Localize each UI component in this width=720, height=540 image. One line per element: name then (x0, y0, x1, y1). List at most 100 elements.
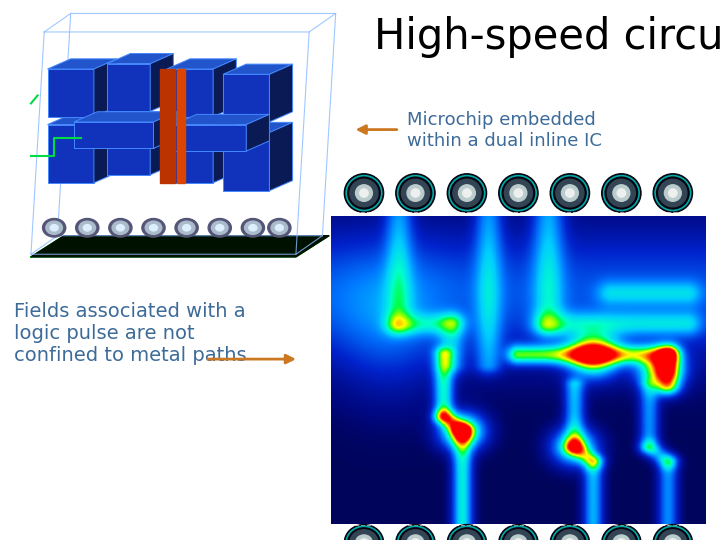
Circle shape (350, 179, 378, 207)
Circle shape (402, 530, 429, 540)
Circle shape (459, 535, 475, 540)
Circle shape (659, 530, 687, 540)
Polygon shape (269, 123, 292, 191)
Polygon shape (223, 64, 292, 75)
Circle shape (669, 539, 677, 540)
Polygon shape (48, 69, 94, 117)
Circle shape (562, 185, 578, 201)
Circle shape (608, 179, 636, 207)
Polygon shape (107, 53, 174, 64)
Circle shape (216, 225, 224, 231)
Circle shape (402, 179, 429, 207)
Text: Fields associated with a
logic pulse are not
confined to metal paths: Fields associated with a logic pulse are… (14, 302, 247, 366)
Circle shape (562, 535, 578, 540)
Circle shape (514, 539, 523, 540)
Circle shape (241, 219, 264, 237)
Circle shape (112, 221, 129, 234)
Polygon shape (48, 114, 117, 125)
Circle shape (566, 189, 574, 197)
Circle shape (550, 524, 590, 540)
Circle shape (360, 189, 368, 197)
Polygon shape (48, 125, 94, 183)
Polygon shape (107, 122, 150, 175)
Circle shape (453, 179, 481, 207)
Circle shape (208, 219, 231, 237)
Polygon shape (107, 112, 174, 122)
Circle shape (42, 219, 66, 237)
Circle shape (50, 225, 58, 231)
Polygon shape (167, 59, 236, 69)
Circle shape (117, 225, 125, 231)
Text: [1]: [1] (349, 192, 371, 207)
Circle shape (463, 189, 471, 197)
Polygon shape (94, 114, 117, 183)
Polygon shape (31, 235, 329, 257)
Circle shape (602, 174, 641, 212)
Circle shape (179, 221, 195, 234)
Polygon shape (150, 112, 174, 175)
Circle shape (212, 221, 228, 234)
Polygon shape (269, 64, 292, 122)
Circle shape (360, 539, 368, 540)
Circle shape (613, 535, 630, 540)
Text: High-speed circuits: High-speed circuits (374, 16, 720, 58)
Circle shape (76, 219, 99, 237)
Circle shape (447, 524, 487, 540)
Polygon shape (246, 114, 269, 151)
Circle shape (407, 185, 424, 201)
Circle shape (150, 225, 158, 231)
Circle shape (407, 535, 424, 540)
Polygon shape (174, 114, 269, 125)
Circle shape (411, 189, 420, 197)
Circle shape (659, 179, 687, 207)
Circle shape (268, 219, 291, 237)
Circle shape (665, 535, 681, 540)
Circle shape (350, 530, 378, 540)
Circle shape (79, 221, 96, 234)
Circle shape (46, 221, 63, 234)
Circle shape (453, 530, 481, 540)
Circle shape (463, 539, 471, 540)
Circle shape (665, 185, 681, 201)
Circle shape (396, 174, 435, 212)
Circle shape (145, 221, 162, 234)
Circle shape (499, 174, 538, 212)
Circle shape (245, 221, 261, 234)
Circle shape (504, 530, 533, 540)
Circle shape (356, 535, 372, 540)
Circle shape (556, 179, 584, 207)
Circle shape (617, 189, 626, 197)
Circle shape (396, 524, 435, 540)
Polygon shape (223, 75, 269, 122)
Polygon shape (74, 112, 176, 122)
Circle shape (653, 174, 693, 212)
Circle shape (275, 225, 284, 231)
Circle shape (344, 524, 384, 540)
Polygon shape (176, 69, 185, 183)
Polygon shape (223, 123, 292, 132)
Circle shape (653, 524, 693, 540)
Circle shape (84, 225, 91, 231)
Text: Microchip embedded
within a dual inline IC: Microchip embedded within a dual inline … (407, 111, 602, 150)
Polygon shape (48, 59, 117, 69)
Polygon shape (153, 112, 176, 149)
Circle shape (271, 221, 288, 234)
Polygon shape (213, 59, 236, 117)
Circle shape (617, 539, 626, 540)
Polygon shape (167, 125, 213, 183)
Polygon shape (150, 53, 174, 111)
Polygon shape (223, 132, 269, 191)
Polygon shape (94, 59, 117, 117)
Circle shape (344, 174, 384, 212)
Circle shape (514, 189, 523, 197)
Circle shape (459, 185, 475, 201)
Circle shape (613, 185, 630, 201)
Circle shape (510, 185, 527, 201)
Circle shape (499, 524, 538, 540)
Circle shape (602, 524, 641, 540)
Polygon shape (167, 69, 213, 117)
Circle shape (183, 225, 191, 231)
Polygon shape (213, 114, 236, 183)
Circle shape (142, 219, 165, 237)
Circle shape (504, 179, 533, 207)
